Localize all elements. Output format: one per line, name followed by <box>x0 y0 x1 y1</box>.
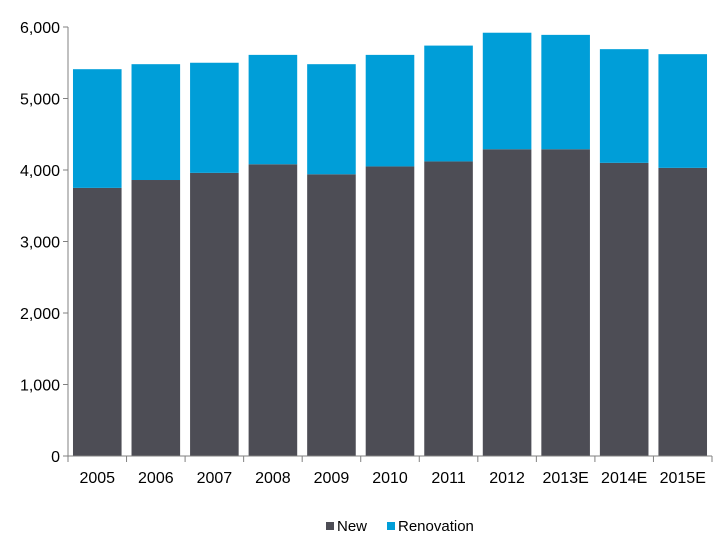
bar-renovation-2012 <box>482 32 532 150</box>
y-axis-ticks: 0 1,000 2,000 3,000 4,000 5,000 6,000 <box>20 20 68 466</box>
y-tick-label: 5,000 <box>20 92 60 109</box>
y-tick-label: 3,000 <box>20 235 60 252</box>
legend: New Renovation <box>326 518 474 535</box>
bar-new-2015e <box>658 167 708 457</box>
x-tick-label: 2008 <box>255 470 291 487</box>
x-axis-ticks: 2005 2006 2007 2008 2009 2010 2011 2012 2013E 201… <box>67 456 713 487</box>
bar-new-2007 <box>190 172 239 457</box>
bar-renovation-2010 <box>365 54 415 167</box>
bar-new-2010 <box>365 166 415 457</box>
bar-new-2005 <box>72 187 122 457</box>
x-tick-label: 2009 <box>314 470 350 487</box>
y-tick-label: 2,000 <box>20 306 60 323</box>
bar-renovation-2008 <box>248 54 298 165</box>
bar-renovation-2007 <box>190 62 239 173</box>
bar-renovation-2015e <box>658 54 708 168</box>
bar-new-2013e <box>541 149 590 456</box>
x-tick-label: 2013E <box>543 470 589 487</box>
bar-renovation-2013e <box>541 34 590 150</box>
x-tick-label: 2007 <box>197 470 233 487</box>
bar-renovation-2011 <box>424 45 473 162</box>
bar-new-2008 <box>248 164 298 456</box>
bar-new-2014e <box>599 162 649 456</box>
x-tick-label: 2014E <box>601 470 647 487</box>
legend-label-new: New <box>337 518 367 535</box>
x-tick-label: 2015E <box>660 470 706 487</box>
bar-renovation-2005 <box>72 69 122 188</box>
bar-new-2012 <box>482 149 532 456</box>
x-tick-label: 2005 <box>79 470 115 487</box>
bar-new-2009 <box>307 174 356 457</box>
x-tick-label: 2012 <box>489 470 525 487</box>
legend-label-renovation: Renovation <box>398 518 474 535</box>
bar-new-2011 <box>424 161 473 457</box>
y-tick-label: 4,000 <box>20 163 60 180</box>
legend-swatch-new <box>326 522 334 530</box>
x-tick-label: 2011 <box>431 470 466 487</box>
legend-swatch-renovation <box>387 522 395 530</box>
bar-new-2006 <box>131 180 181 456</box>
x-tick-label: 2006 <box>138 470 174 487</box>
bars-layer <box>72 32 708 457</box>
y-tick-label: 1,000 <box>20 378 60 395</box>
y-tick-label: 0 <box>51 449 60 466</box>
bar-renovation-2006 <box>131 64 181 181</box>
x-tick-label: 2010 <box>372 470 408 487</box>
bar-renovation-2009 <box>307 64 356 175</box>
y-tick-label: 6,000 <box>20 20 60 37</box>
bar-renovation-2014e <box>599 49 649 163</box>
